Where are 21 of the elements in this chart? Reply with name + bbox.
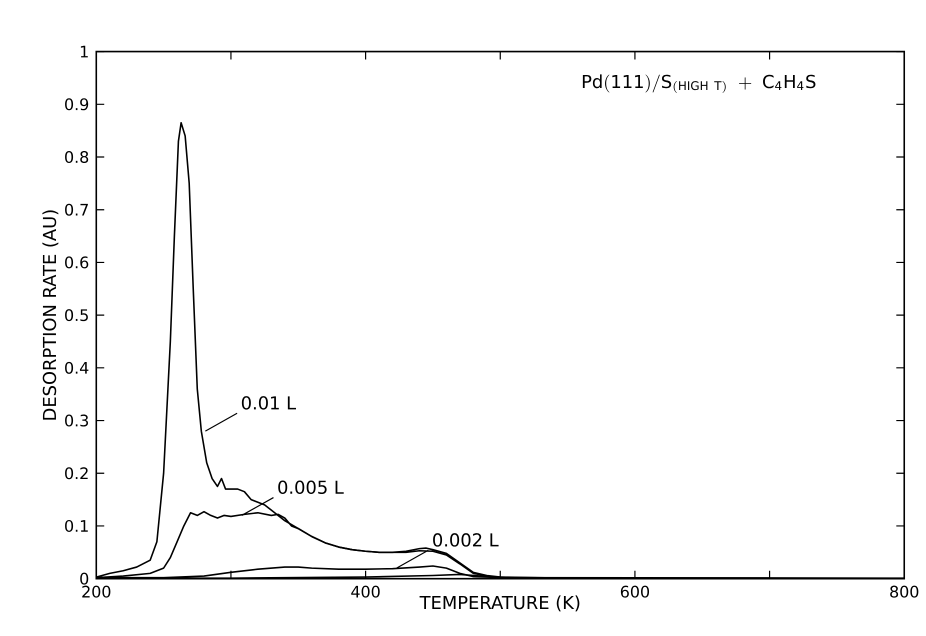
y-tick-label: 0.1 [65,520,88,532]
y-axis-title: DESORPTION RATE (AU) [42,210,58,420]
text: $\mathrm{Pd(111)/S_{(HIGH\ T)}\ +\ C_{4}H_{4}S}$ [582,74,816,93]
y-tick-label: 0.3 [65,414,88,426]
x-tick-label: 800 [890,586,918,598]
y-tick-label: 0.6 [65,256,88,268]
y-tick-label: 0.2 [65,467,88,480]
annotation: 0.01 L [242,396,296,410]
x-tick-label: 600 [620,586,650,598]
y-tick-label: 1 [80,46,88,58]
annotation: 0.005 L [278,480,344,494]
y-tick-label: 0.7 [65,204,88,216]
x-tick-label: 400 [351,586,380,598]
y-tick-label: 0 [80,572,88,585]
annotation: 0.002 L [433,533,499,547]
y-tick-label: 0.5 [65,309,88,322]
x-tick-label: 200 [82,586,110,598]
x-axis-title: TEMPERATURE (K) [420,595,580,612]
y-tick-label: 0.4 [65,362,88,374]
y-tick-label: 0.9 [65,98,88,110]
y-tick-label: 0.8 [65,150,88,163]
